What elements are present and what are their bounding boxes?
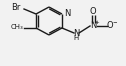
Text: +: + [95,19,99,24]
Text: H: H [73,35,79,41]
Text: O: O [90,6,96,16]
Text: Br: Br [12,3,21,12]
Text: N: N [90,22,96,30]
Text: O: O [107,22,113,30]
Text: CH₃: CH₃ [10,24,23,30]
Text: −: − [113,19,117,24]
Text: N: N [64,9,70,17]
Text: N: N [73,29,79,37]
